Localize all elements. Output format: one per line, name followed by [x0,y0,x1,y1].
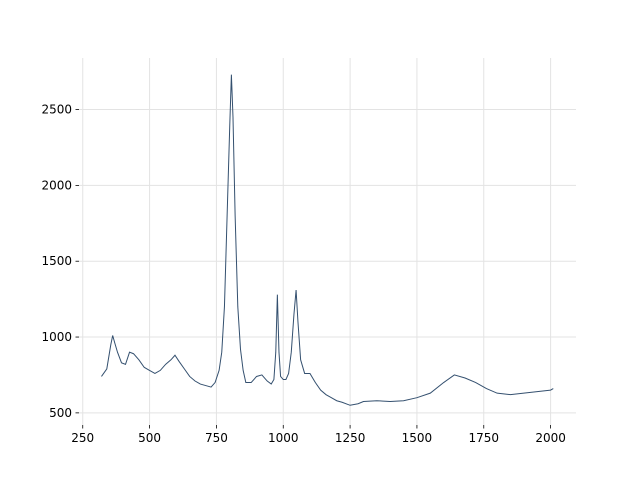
x-tick-label: 500 [138,431,161,445]
y-tick-label: 500 [49,406,72,420]
x-tick-label: 2000 [535,431,566,445]
y-tick-label: 2000 [41,178,72,192]
spectrum-line [101,74,554,406]
x-tick-label: 1500 [402,431,433,445]
x-tick-label: 1000 [268,431,299,445]
x-tick-label: 750 [205,431,228,445]
x-tick-label: 1250 [335,431,366,445]
y-tick-label: 1500 [41,254,72,268]
x-tick-label: 250 [71,431,94,445]
y-tick-label: 1000 [41,330,72,344]
x-tick-label: 1750 [468,431,499,445]
y-tick-label: 2500 [41,103,72,117]
